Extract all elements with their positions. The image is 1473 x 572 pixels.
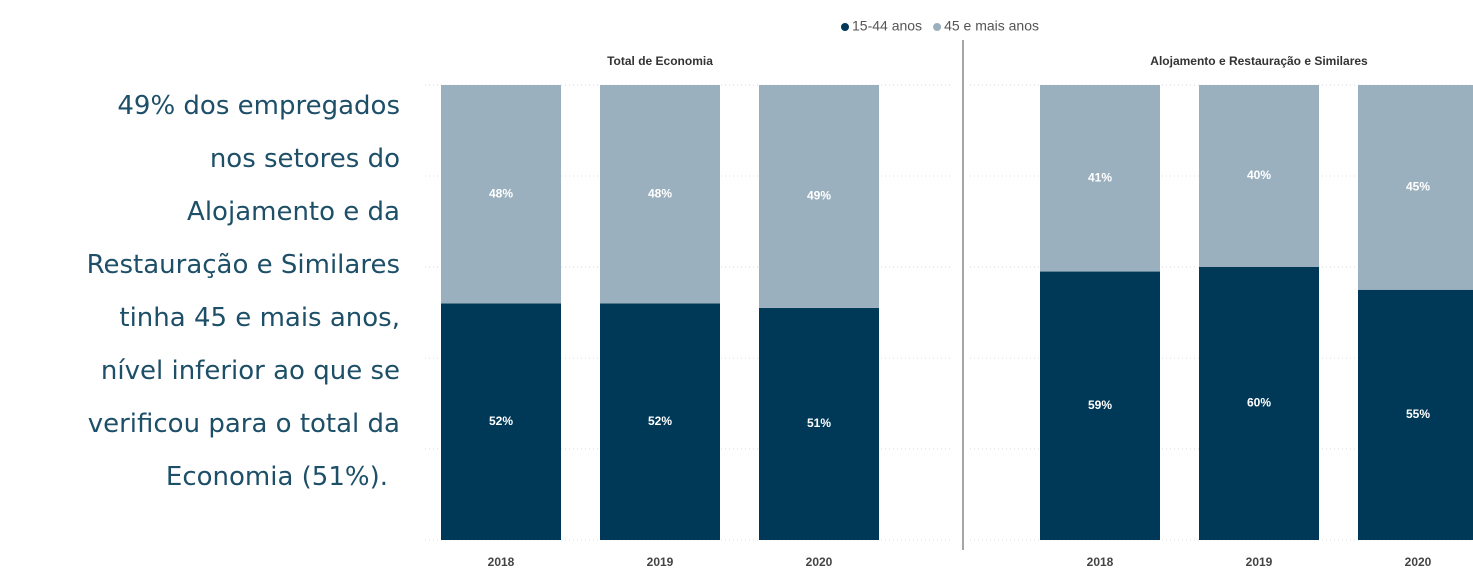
legend-marker (841, 23, 849, 31)
bar-segment (759, 307, 879, 540)
text-line: tinha 45 e mais anos, (119, 303, 400, 333)
bar-segment (600, 303, 720, 540)
text-line: verificou para o total da (87, 409, 400, 439)
data-label: 59% (1088, 398, 1112, 412)
data-label: 45% (1406, 180, 1430, 194)
data-label: 52% (489, 414, 513, 428)
data-label: 48% (489, 186, 513, 200)
data-label: 55% (1406, 407, 1430, 421)
bar-segment (600, 85, 720, 304)
data-label: 51% (807, 416, 831, 430)
x-tick-label: 2019 (647, 555, 674, 569)
bar-segment (441, 85, 561, 304)
bar-segment (1199, 267, 1319, 540)
bar-segment (1358, 289, 1473, 540)
bar-segment (441, 303, 561, 540)
text-line: Economia (51%). (165, 462, 388, 492)
data-label: 48% (648, 186, 672, 200)
bar-segment (1358, 85, 1473, 290)
data-label: 52% (648, 414, 672, 428)
bar-segment (1040, 271, 1160, 540)
legend-marker (933, 23, 942, 31)
data-label: 40% (1247, 168, 1271, 182)
text-line: nível inferior ao que se (100, 356, 400, 386)
summary-text: 49% dos empregados nos setores do Alojamen… (0, 80, 400, 504)
data-label: 49% (807, 189, 831, 203)
panel-title: Total de Economia (607, 54, 713, 68)
text-line: Alojamento e da (187, 197, 400, 227)
text-line: 49% dos empregados (117, 91, 400, 121)
legend-label: 45 e mais anos (944, 18, 1039, 34)
panel-title: Alojamento e Restauração e Similares (1150, 54, 1368, 68)
data-label: 60% (1247, 396, 1271, 410)
data-label: 41% (1088, 170, 1112, 184)
x-tick-label: 2019 (1246, 555, 1273, 569)
x-tick-label: 2020 (806, 555, 833, 569)
x-tick-label: 2018 (1087, 555, 1114, 569)
x-tick-label: 2020 (1405, 555, 1432, 569)
x-tick-label: 2018 (488, 555, 515, 569)
bar-segment (759, 85, 879, 308)
text-line: nos setores do (209, 144, 400, 174)
legend-label: 15-44 anos (852, 18, 922, 34)
bar-segment (1040, 85, 1160, 272)
text-line: Restauração e Similares (86, 250, 400, 280)
bar-segment (1199, 85, 1319, 267)
